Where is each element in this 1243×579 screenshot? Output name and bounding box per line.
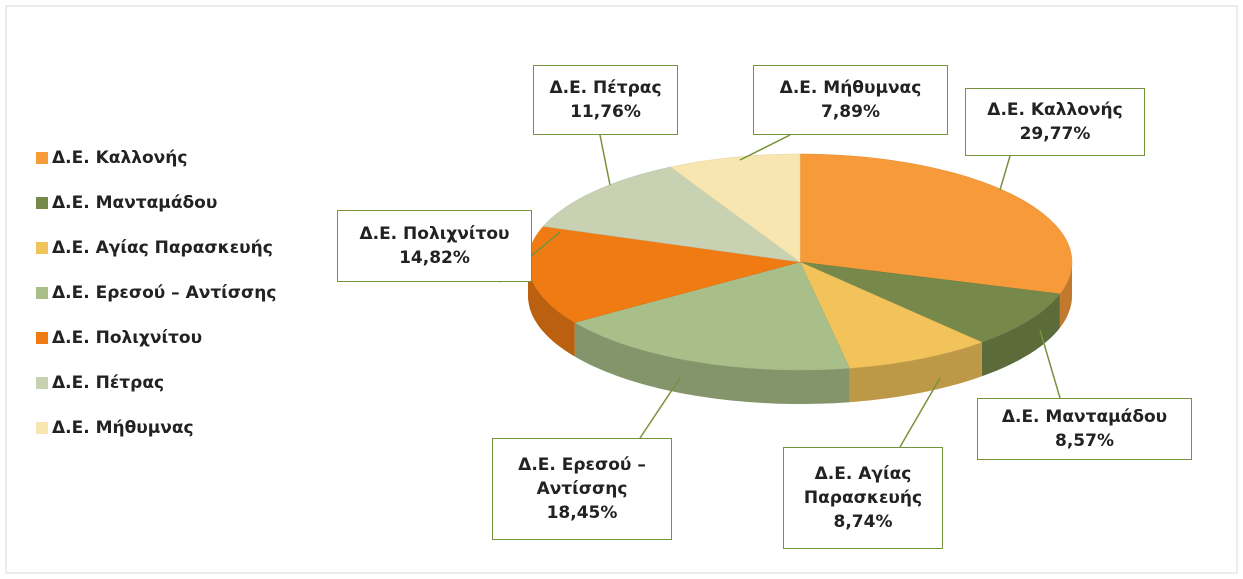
legend-label: Δ.Ε. Ερεσού – Αντίσσης <box>52 283 277 303</box>
data-label-value: 11,76% <box>570 102 641 122</box>
legend-item: Δ.Ε. Μανταμάδου <box>36 191 217 215</box>
data-label-name: Δ.Ε. Αγίας Παρασκευής <box>803 464 923 508</box>
pie-slice-side <box>574 322 850 404</box>
data-label-name: Δ.Ε. Μανταμάδου <box>1001 407 1168 427</box>
chart-border <box>5 5 1238 574</box>
legend-swatch <box>36 152 48 164</box>
legend-label: Δ.Ε. Πολιχνίτου <box>52 328 203 348</box>
pie-slice-side <box>981 293 1060 377</box>
data-label: Δ.Ε. Ερεσού – Αντίσσης 18,45% <box>492 438 672 540</box>
legend-item: Δ.Ε. Ερεσού – Αντίσσης <box>36 281 276 305</box>
pie-slice-side <box>528 262 575 357</box>
legend-item: Δ.Ε. Καλλονής <box>36 146 187 170</box>
callout-pointer <box>999 155 1011 191</box>
data-label: Δ.Ε. Αγίας Παρασκευής 8,74% <box>783 447 943 549</box>
data-label: Δ.Ε. Μήθυμνας 7,89% <box>753 65 948 135</box>
legend-label: Δ.Ε. Πέτρας <box>52 373 165 393</box>
pie-slice <box>799 261 1061 343</box>
data-label-name: Δ.Ε. Πολιχνίτου <box>359 224 510 244</box>
data-label-value: 18,45% <box>546 503 618 523</box>
data-label: Δ.Ε. Πέτρας 11,76% <box>533 65 678 135</box>
data-label-name: Δ.Ε. Μήθυμνας <box>779 78 922 98</box>
data-label-value: 8,74% <box>833 512 893 532</box>
pie-slice <box>542 166 801 263</box>
legend-label: Δ.Ε. Καλλονής <box>52 148 188 168</box>
pie-tops <box>527 153 1073 371</box>
callout-pointer <box>739 134 791 161</box>
pie-slice <box>799 153 1073 295</box>
legend-swatch <box>36 197 48 209</box>
callout-pointer <box>599 134 611 186</box>
legend-swatch <box>36 377 48 389</box>
legend-label: Δ.Ε. Μανταμάδου <box>52 193 218 213</box>
data-label-name: Δ.Ε. Ερεσού – Αντίσσης <box>518 455 646 499</box>
data-label-value: 14,82% <box>399 248 470 268</box>
legend-label: Δ.Ε. Αγίας Παρασκευής <box>52 238 273 258</box>
data-label: Δ.Ε. Καλλονής 29,77% <box>965 88 1145 156</box>
pie-sides <box>528 262 1072 404</box>
data-label: Δ.Ε. Πολιχνίτου 14,82% <box>337 210 532 282</box>
legend-item: Δ.Ε. Μήθυμνας <box>36 416 194 440</box>
legend-swatch <box>36 422 48 434</box>
pie-slice <box>669 153 801 263</box>
data-label-name: Δ.Ε. Πέτρας <box>549 78 662 98</box>
pie-slice <box>574 261 850 371</box>
legend-swatch <box>36 242 48 254</box>
pie-slice <box>799 261 983 369</box>
data-label: Δ.Ε. Μανταμάδου 8,57% <box>977 398 1192 460</box>
legend-swatch <box>36 287 48 299</box>
data-label-value: 8,57% <box>1055 431 1114 451</box>
callout-pointer <box>1039 329 1061 399</box>
legend-swatch <box>36 332 48 344</box>
legend-item: Δ.Ε. Αγίας Παρασκευής <box>36 236 273 260</box>
legend-item: Δ.Ε. Πολιχνίτου <box>36 326 202 350</box>
data-label-value: 7,89% <box>821 102 880 122</box>
data-label-value: 29,77% <box>1019 124 1091 144</box>
pie-slice-side <box>849 342 982 403</box>
legend-label: Δ.Ε. Μήθυμνας <box>52 418 194 438</box>
callout-pointer <box>899 377 941 448</box>
callout-pointer <box>639 377 681 439</box>
data-label-name: Δ.Ε. Καλλονής <box>987 100 1123 120</box>
legend-item: Δ.Ε. Πέτρας <box>36 371 164 395</box>
